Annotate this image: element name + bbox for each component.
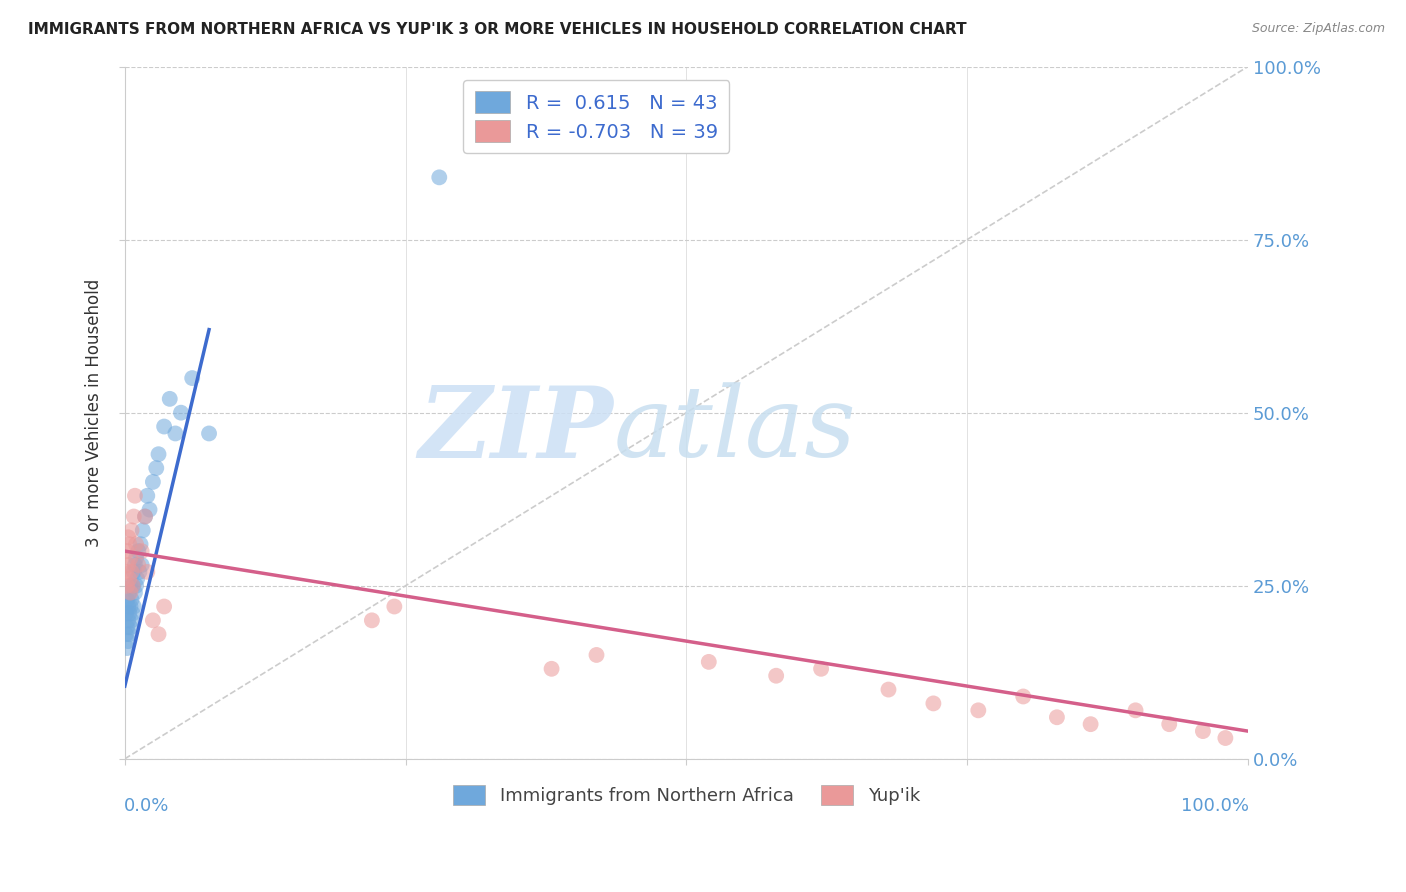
Point: [124, 489, 146, 503]
Point: [118, 537, 141, 551]
Point: [118, 607, 141, 621]
Point: [1125, 703, 1147, 717]
Point: [148, 627, 170, 641]
Point: [118, 627, 141, 641]
Point: [765, 669, 787, 683]
Point: [134, 509, 156, 524]
Point: [115, 627, 138, 641]
Legend: Immigrants from Northern Africa, Yup'ik: Immigrants from Northern Africa, Yup'ik: [446, 778, 927, 812]
Point: [198, 426, 221, 441]
Point: [153, 419, 176, 434]
Text: Source: ZipAtlas.com: Source: ZipAtlas.com: [1251, 22, 1385, 36]
Point: [128, 565, 150, 579]
Point: [922, 697, 945, 711]
Point: [115, 607, 138, 621]
Point: [170, 406, 193, 420]
Point: [145, 461, 167, 475]
Text: ZIP: ZIP: [419, 382, 613, 478]
Point: [585, 648, 607, 662]
Point: [120, 551, 142, 566]
Text: atlas: atlas: [613, 383, 856, 477]
Point: [134, 509, 156, 524]
Point: [121, 613, 143, 627]
Point: [136, 489, 159, 503]
Point: [1080, 717, 1102, 731]
Point: [159, 392, 181, 406]
Point: [117, 530, 139, 544]
Point: [121, 592, 143, 607]
Point: [1192, 724, 1215, 739]
Point: [1159, 717, 1181, 731]
Point: [118, 585, 141, 599]
Point: [125, 537, 148, 551]
Point: [120, 585, 142, 599]
Point: [121, 579, 143, 593]
Point: [138, 502, 160, 516]
Point: [129, 537, 152, 551]
Point: [148, 447, 170, 461]
Point: [122, 565, 145, 579]
Point: [361, 613, 384, 627]
Point: [1046, 710, 1069, 724]
Point: [125, 551, 148, 566]
Point: [1215, 731, 1237, 745]
Point: [115, 640, 138, 655]
Point: [127, 558, 149, 572]
Point: [120, 579, 142, 593]
Point: [115, 592, 138, 607]
Point: [181, 371, 204, 385]
Point: [115, 565, 138, 579]
Point: [142, 613, 165, 627]
Point: [427, 170, 450, 185]
Point: [115, 544, 138, 558]
Point: [697, 655, 720, 669]
Text: 0.0%: 0.0%: [124, 797, 169, 815]
Point: [124, 558, 146, 572]
Point: [117, 558, 139, 572]
Point: [117, 599, 139, 614]
Point: [540, 662, 562, 676]
Point: [131, 544, 153, 558]
Point: [124, 585, 146, 599]
Point: [122, 509, 145, 524]
Point: [120, 599, 142, 614]
Point: [121, 579, 143, 593]
Point: [132, 524, 155, 538]
Point: [382, 599, 405, 614]
Point: [121, 607, 143, 621]
Point: [122, 599, 145, 614]
Text: 100.0%: 100.0%: [1181, 797, 1249, 815]
Point: [120, 620, 142, 634]
Point: [131, 558, 153, 572]
Point: [136, 565, 159, 579]
Point: [127, 544, 149, 558]
Text: IMMIGRANTS FROM NORTHERN AFRICA VS YUP'IK 3 OR MORE VEHICLES IN HOUSEHOLD CORREL: IMMIGRANTS FROM NORTHERN AFRICA VS YUP'I…: [28, 22, 967, 37]
Point: [967, 703, 990, 717]
Point: [165, 426, 187, 441]
Point: [121, 565, 143, 579]
Point: [153, 599, 176, 614]
Point: [877, 682, 900, 697]
Point: [125, 579, 148, 593]
Point: [117, 634, 139, 648]
Point: [117, 613, 139, 627]
Point: [127, 572, 149, 586]
Point: [115, 579, 138, 593]
Point: [810, 662, 832, 676]
Point: [142, 475, 165, 489]
Y-axis label: 3 or more Vehicles in Household: 3 or more Vehicles in Household: [86, 278, 103, 547]
Point: [1012, 690, 1035, 704]
Point: [121, 524, 143, 538]
Point: [115, 620, 138, 634]
Point: [118, 572, 141, 586]
